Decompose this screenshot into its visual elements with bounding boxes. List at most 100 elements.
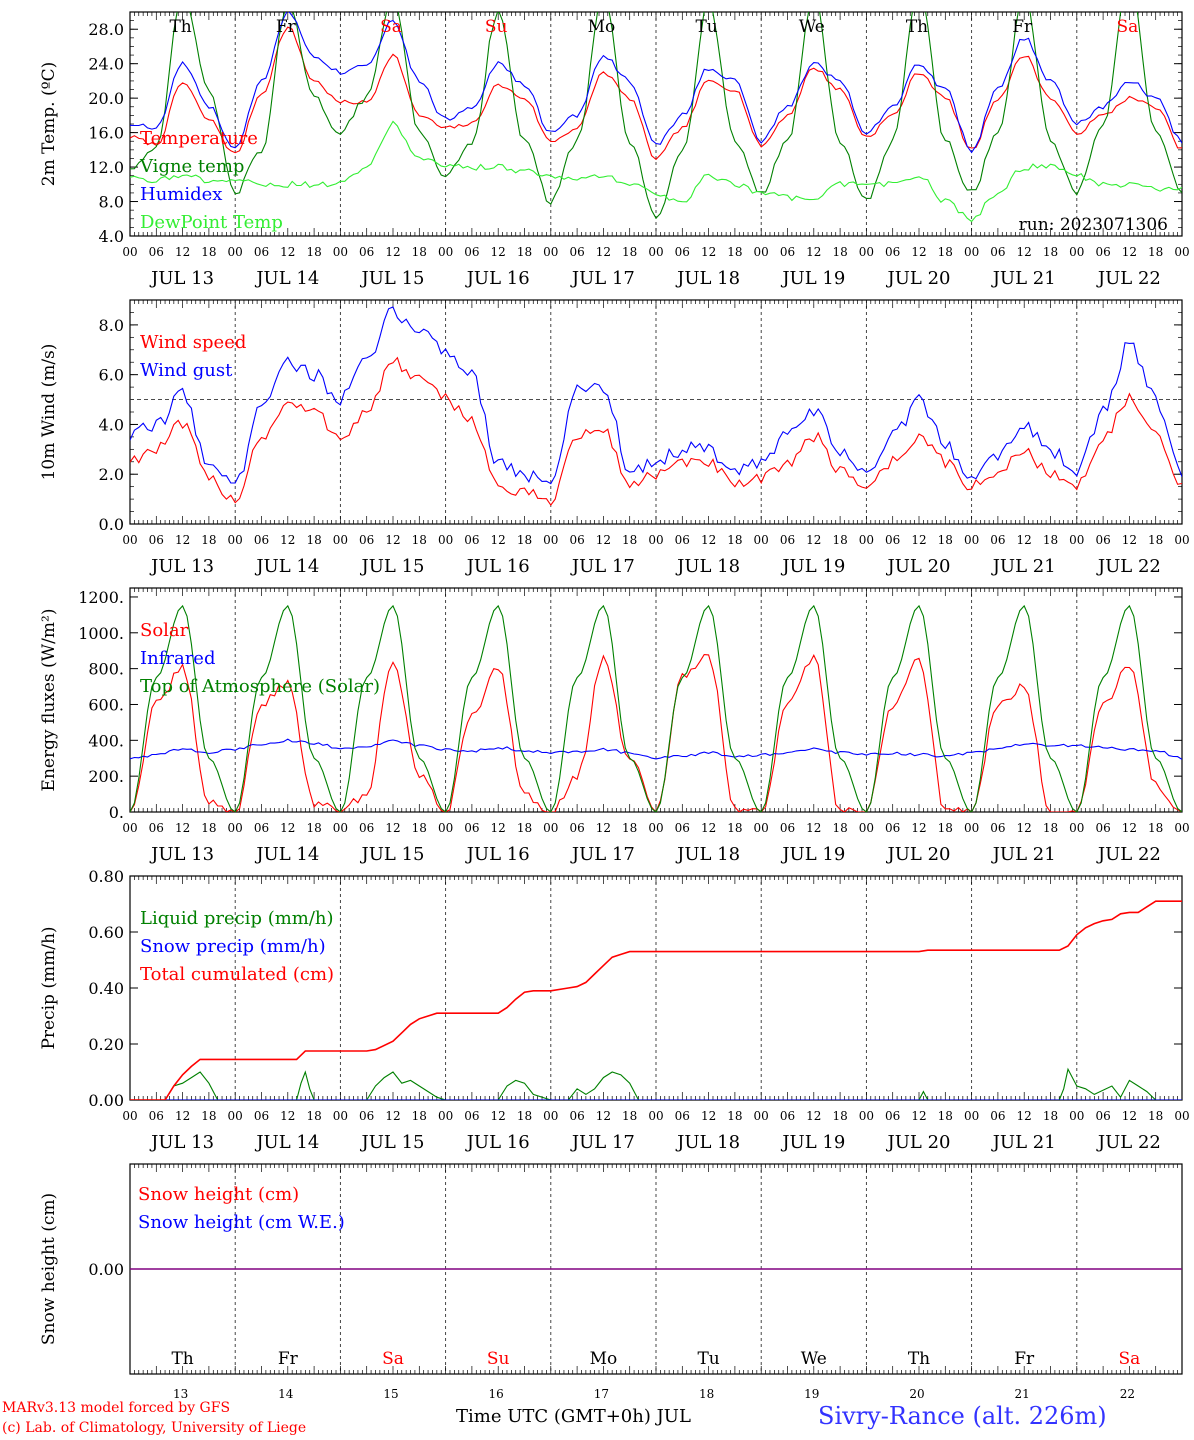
hour-label: 18 bbox=[412, 1109, 427, 1123]
hour-label: 00 bbox=[648, 821, 663, 835]
hour-label: 06 bbox=[359, 533, 374, 547]
plot-frame bbox=[129, 299, 1183, 525]
hour-label: 00 bbox=[333, 1109, 348, 1123]
date-label: JUL 14 bbox=[254, 268, 319, 289]
hour-label: 00 bbox=[1174, 821, 1189, 835]
hour-label: 12 bbox=[911, 245, 926, 259]
hour-label: 18 bbox=[201, 533, 216, 547]
hour-label: 12 bbox=[806, 245, 821, 259]
hour-label: 00 bbox=[859, 821, 874, 835]
hour-label: 12 bbox=[385, 533, 400, 547]
date-label: JUL 15 bbox=[360, 556, 425, 577]
date-label: JUL 13 bbox=[149, 1132, 214, 1153]
y-tick-label: 2.0 bbox=[99, 465, 124, 484]
hour-label: 12 bbox=[806, 1109, 821, 1123]
hour-label: 12 bbox=[280, 821, 295, 835]
day-name: Sa bbox=[382, 1349, 404, 1369]
y-tick-label: 4.0 bbox=[99, 415, 124, 434]
hour-label: 00 bbox=[228, 245, 243, 259]
hour-label: 00 bbox=[122, 245, 137, 259]
hour-label: 18 bbox=[832, 1109, 847, 1123]
y-axis-label: Snow height (cm) bbox=[39, 1193, 59, 1345]
hour-label: 06 bbox=[675, 533, 690, 547]
hour-label: 06 bbox=[885, 245, 900, 259]
date-label: JUL 22 bbox=[1096, 844, 1161, 865]
y-axis-label: 2m Temp. (ºC) bbox=[39, 62, 59, 187]
hour-label: 06 bbox=[359, 821, 374, 835]
hour-label: 18 bbox=[1043, 245, 1058, 259]
hour-label: 18 bbox=[938, 245, 953, 259]
hour-label: 18 bbox=[938, 821, 953, 835]
date-label: JUL 16 bbox=[465, 1132, 530, 1153]
series-wind-speed bbox=[130, 356, 1182, 507]
hour-label: 12 bbox=[1017, 821, 1032, 835]
hour-label: 12 bbox=[491, 533, 506, 547]
series-vigne-temp bbox=[130, 12, 1182, 220]
y-tick-label: 0.20 bbox=[88, 1035, 124, 1054]
run-annotation: run: 2023071306 bbox=[1019, 215, 1168, 235]
series-wind-gust bbox=[130, 306, 1182, 485]
hour-label: 06 bbox=[675, 821, 690, 835]
hour-label: 00 bbox=[543, 245, 558, 259]
y-tick-label: 1000. bbox=[78, 624, 124, 643]
hour-label: 00 bbox=[648, 245, 663, 259]
hour-label: 00 bbox=[754, 821, 769, 835]
hour-label: 06 bbox=[780, 245, 795, 259]
day-name: Th bbox=[908, 1349, 930, 1369]
date-number: 17 bbox=[594, 1387, 609, 1401]
hour-label: 00 bbox=[1069, 533, 1084, 547]
date-label: JUL 14 bbox=[254, 1132, 319, 1153]
hour-label: 12 bbox=[175, 821, 190, 835]
hour-label: 18 bbox=[412, 821, 427, 835]
hour-label: 00 bbox=[1069, 1109, 1084, 1123]
date-label: JUL 19 bbox=[780, 556, 845, 577]
day-name: Fr bbox=[1014, 1349, 1035, 1369]
panel-5: 0.00 Snow height (cm) Snow height (cm) Snow… bbox=[39, 1163, 1183, 1401]
hour-label: 18 bbox=[1043, 821, 1058, 835]
date-label: JUL 21 bbox=[991, 844, 1056, 865]
day-name: Tu bbox=[695, 17, 717, 37]
hour-label: 18 bbox=[201, 245, 216, 259]
day-name: Sa bbox=[380, 17, 402, 37]
hour-label: 06 bbox=[149, 245, 164, 259]
hour-label: 18 bbox=[832, 821, 847, 835]
date-label: JUL 15 bbox=[360, 844, 425, 865]
hour-label: 00 bbox=[1174, 245, 1189, 259]
date-label: JUL 14 bbox=[254, 556, 319, 577]
hour-label: 00 bbox=[438, 1109, 453, 1123]
day-name: Su bbox=[485, 17, 508, 37]
hour-label: 00 bbox=[964, 533, 979, 547]
hour-label: 18 bbox=[412, 533, 427, 547]
hour-label: 00 bbox=[964, 245, 979, 259]
hour-label: 18 bbox=[1043, 533, 1058, 547]
series-solar bbox=[130, 654, 1182, 812]
hour-label: 00 bbox=[648, 533, 663, 547]
day-name: Sa bbox=[1117, 17, 1139, 37]
date-label: JUL 17 bbox=[570, 268, 635, 289]
series-liquid-precip-mm-h bbox=[130, 1067, 1182, 1100]
y-tick-label: 0.00 bbox=[88, 1091, 124, 1110]
date-label: JUL 13 bbox=[149, 556, 214, 577]
date-label: JUL 20 bbox=[886, 268, 951, 289]
hour-label: 00 bbox=[333, 821, 348, 835]
hour-label: 06 bbox=[675, 1109, 690, 1123]
date-label: JUL 19 bbox=[780, 844, 845, 865]
series-dewpoint-temp bbox=[130, 120, 1182, 223]
day-name: We bbox=[799, 17, 825, 37]
date-number: 13 bbox=[173, 1387, 188, 1401]
day-name: Th bbox=[169, 17, 191, 37]
legend-entry: DewPoint Temp bbox=[140, 212, 283, 233]
y-axis-label: 10m Wind (m/s) bbox=[39, 344, 59, 481]
hour-label: 06 bbox=[780, 821, 795, 835]
day-name: We bbox=[801, 1349, 827, 1369]
hour-label: 12 bbox=[385, 245, 400, 259]
hour-label: 18 bbox=[727, 1109, 742, 1123]
hour-label: 12 bbox=[280, 1109, 295, 1123]
hour-label: 06 bbox=[359, 245, 374, 259]
hour-label: 00 bbox=[859, 533, 874, 547]
date-label: JUL 18 bbox=[675, 268, 740, 289]
hour-label: 18 bbox=[622, 245, 637, 259]
date-label: JUL 21 bbox=[991, 1132, 1056, 1153]
y-tick-label: 600. bbox=[88, 695, 124, 714]
y-tick-label: 800. bbox=[88, 660, 124, 679]
